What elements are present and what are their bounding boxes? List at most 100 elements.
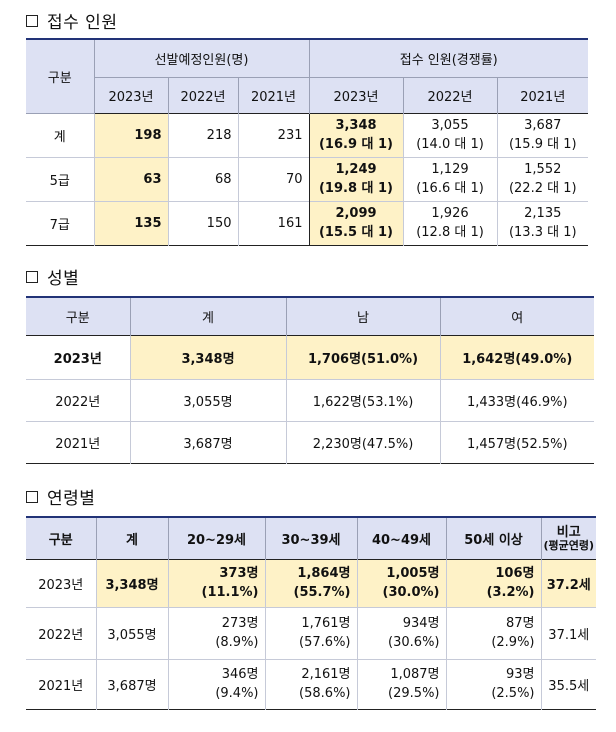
applicants-count: 1,552 (524, 162, 562, 177)
competition-ratio: (13.3 대 1) (508, 225, 577, 240)
cell-value: 3,055명 (129, 379, 286, 421)
table-row: 5급 63 68 70 1,249 (19.8 대 1) 1,129 (16.6… (26, 157, 589, 201)
table-row: 2021년 3,687명 346명 (9.4%) 2,161명 (58.6%) … (26, 659, 596, 709)
age-percent: (8.9%) (215, 635, 259, 650)
table-row: 2022년 3,055명 1,622명(53.1%) 1,433명(46.9%) (26, 379, 594, 421)
cell-value: 2,161명 (58.6%) (264, 659, 357, 709)
cell-value: 218 (167, 113, 238, 157)
cell-value: 3,348명 (95, 559, 168, 607)
table-row: 2022년 3,055명 273명 (8.9%) 1,761명 (57.6%) … (26, 607, 596, 659)
header-year: 2022년 (402, 77, 497, 113)
cell-value: 1,622명(53.1%) (285, 379, 440, 421)
row-label: 2022년 (38, 627, 84, 643)
age-percent: (30.6%) (388, 635, 440, 650)
gender-table: 구분 계 남 여 2023년 3,348명 1,706명(51.0%) 1,64… (26, 296, 594, 464)
age-count: 934명 (402, 616, 440, 631)
header-year: 2022년 (167, 77, 238, 113)
row-label: 2022년 (55, 394, 101, 410)
cell-value: 150 (167, 201, 238, 245)
age-count: 106명 (495, 566, 535, 581)
checkbox-square-icon (26, 14, 38, 27)
header-received: 접수 인원(경쟁률) (308, 39, 589, 78)
header-note-sub: (평균연령) (543, 538, 595, 552)
header-year: 2023년 (308, 77, 403, 113)
age-percent: (57.6%) (299, 635, 351, 650)
age-count: 1,005명 (386, 566, 440, 581)
applicants-count: 1,249 (335, 162, 377, 177)
age-percent: (2.9%) (491, 635, 535, 650)
age-percent: (2.5%) (491, 686, 535, 701)
row-label: 2021년 (55, 436, 101, 452)
cell-value: 1,552 (22.2 대 1) (496, 157, 589, 201)
applicants-count: 3,055 (431, 118, 469, 133)
header-year: 2021년 (496, 77, 589, 113)
cell-value: 1,926 (12.8 대 1) (402, 201, 497, 245)
cell-value: 3,055명 (95, 607, 168, 659)
cell-value: 3,687 (15.9 대 1) (496, 113, 589, 157)
cell-value: 198 (93, 113, 168, 157)
cell-value: 1,761명 (57.6%) (264, 607, 357, 659)
cell-value: 1,129 (16.6 대 1) (402, 157, 497, 201)
competition-ratio: (19.8 대 1) (318, 181, 393, 196)
cell-value: 2,099 (15.5 대 1) (308, 201, 403, 245)
cell-value: 1,706명(51.0%) (285, 335, 440, 379)
header-note: 비고 (평균연령) (540, 517, 596, 559)
cell-average-age: 35.5세 (540, 659, 596, 709)
header-note-label: 비고 (556, 524, 581, 540)
cell-value: 1,864명 (55.7%) (264, 559, 357, 607)
applicants-count: 1,926 (431, 206, 469, 221)
age-count: 346명 (221, 667, 259, 682)
applicants-table: 구분 선발예정인원(명) 접수 인원(경쟁률) 2023년 2022년 2021… (26, 38, 589, 246)
age-percent: (9.4%) (215, 686, 259, 701)
cell-value: 3,687명 (129, 421, 286, 463)
applicants-count: 2,099 (335, 206, 377, 221)
cell-value: 346명 (9.4%) (167, 659, 265, 709)
cell-value: 934명 (30.6%) (356, 607, 446, 659)
cell-value: 2,230명(47.5%) (285, 421, 440, 463)
cell-value: 231 (237, 113, 309, 157)
cell-value: 1,249 (19.8 대 1) (308, 157, 403, 201)
row-label: 2021년 (38, 678, 84, 694)
header-year: 2021년 (237, 77, 309, 113)
competition-ratio: (15.5 대 1) (318, 225, 393, 240)
age-count: 1,087명 (390, 667, 440, 682)
cell-value: 373명 (11.1%) (167, 559, 265, 607)
section-title-age: 연령별 (26, 484, 95, 509)
age-percent: (3.2%) (486, 585, 535, 600)
cell-value: 70 (237, 157, 309, 201)
age-percent: (55.7%) (293, 585, 351, 600)
header-age-20s: 20~29세 (167, 517, 265, 559)
cell-value: 2,135 (13.3 대 1) (496, 201, 589, 245)
row-label: 2023년 (53, 351, 102, 367)
header-age-30s: 30~39세 (264, 517, 357, 559)
checkbox-square-icon (26, 490, 38, 503)
cell-value: 68 (167, 157, 238, 201)
row-label: 계 (53, 129, 66, 145)
cell-value: 3,687명 (95, 659, 168, 709)
header-age-40s: 40~49세 (356, 517, 446, 559)
age-count: 93명 (505, 667, 535, 682)
applicants-count: 1,129 (431, 162, 469, 177)
cell-value: 3,348 (16.9 대 1) (308, 113, 403, 157)
table-row: 2023년 3,348명 373명 (11.1%) 1,864명 (55.7%)… (26, 559, 596, 607)
competition-ratio: (12.8 대 1) (416, 225, 484, 240)
cell-value: 3,055 (14.0 대 1) (402, 113, 497, 157)
header-age-50plus: 50세 이상 (445, 517, 541, 559)
table-row: 계 198 218 231 3,348 (16.9 대 1) 3,055 (14… (26, 113, 589, 157)
applicants-count: 3,348 (335, 118, 377, 133)
competition-ratio: (22.2 대 1) (508, 181, 577, 196)
header-category: 구분 (26, 517, 96, 559)
row-label: 5급 (49, 173, 70, 189)
applicants-count: 3,687 (524, 118, 562, 133)
cell-value: 1,457명(52.5%) (439, 421, 594, 463)
header-total: 계 (129, 297, 286, 335)
checkbox-square-icon (26, 270, 38, 283)
header-year: 2023년 (93, 77, 168, 113)
cell-value: 161 (237, 201, 309, 245)
competition-ratio: (16.9 대 1) (318, 137, 393, 152)
section-title-applicants: 접수 인원 (26, 8, 117, 33)
row-label: 7급 (49, 217, 70, 233)
competition-ratio: (16.6 대 1) (416, 181, 484, 196)
cell-value: 1,087명 (29.5%) (356, 659, 446, 709)
age-count: 2,161명 (301, 667, 351, 682)
